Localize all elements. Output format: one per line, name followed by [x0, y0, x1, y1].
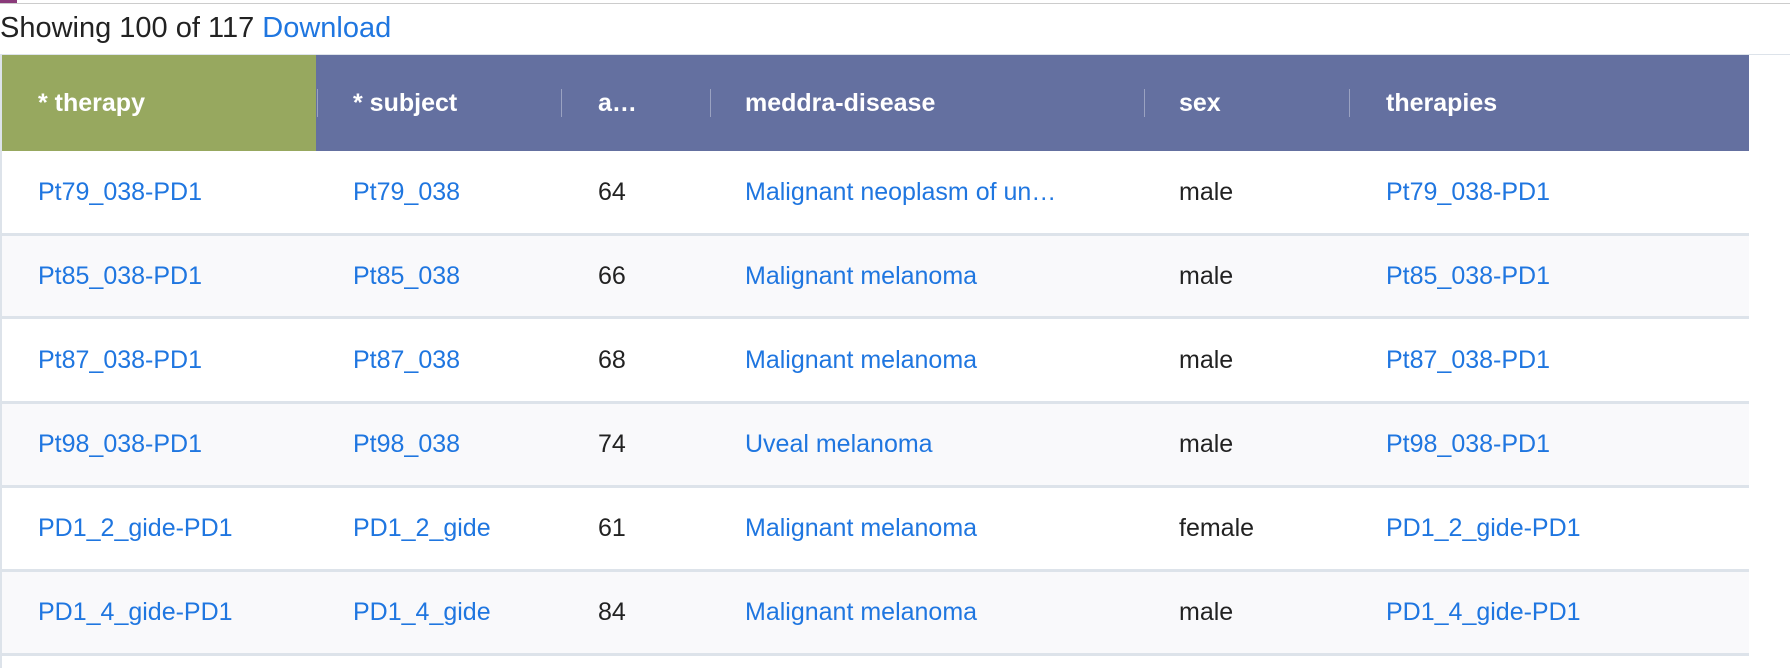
divider [0, 3, 1790, 4]
table-cell: Pt87_038 [353, 319, 460, 401]
table-cell: Pt85_038 [353, 236, 460, 316]
cell-link[interactable]: Uveal melanoma [745, 430, 933, 458]
column-separator [317, 89, 318, 117]
column-separator [1144, 89, 1145, 117]
column-separator [710, 89, 711, 117]
data-table: * therapy * subject a… meddra-disease sex the… [0, 54, 1790, 668]
cell-link[interactable]: Pt98_038-PD1 [1386, 430, 1551, 458]
table-cell: Pt98_038-PD1 [1386, 404, 1550, 485]
table-cell: male [1179, 572, 1233, 653]
cell-text: male [1179, 598, 1234, 626]
table-cell: Pt98_038-PD1 [38, 404, 202, 485]
cell-link[interactable]: Pt79_038-PD1 [1386, 177, 1551, 206]
table-cell: male [1179, 151, 1233, 233]
cell-text: 61 [598, 514, 626, 542]
tab-indicator [0, 0, 17, 4]
table-cell: Pt85_038-PD1 [38, 236, 202, 316]
table-cell: Pt87_038-PD1 [38, 319, 202, 401]
cell-link[interactable]: Pt79_038 [353, 177, 461, 206]
cell-link[interactable]: Pt85_038-PD1 [38, 261, 203, 290]
table-cell: male [1179, 319, 1233, 401]
cell-link[interactable]: Pt85_038 [353, 261, 461, 290]
table-cell: Malignant neoplasm of un… [745, 151, 1056, 233]
table-cell: Pt79_038-PD1 [38, 151, 202, 233]
table-row: PD1_4_gide-PD1 PD1_4_gide 84 Malignant mela… [2, 572, 1749, 656]
table-cell: PD1_4_gide-PD1 [38, 572, 233, 653]
column-header[interactable]: * therapy [38, 89, 145, 117]
cell-link[interactable]: Malignant melanoma [745, 345, 978, 374]
cell-text: 64 [598, 177, 626, 206]
column-header[interactable]: * subject [353, 89, 458, 117]
column-header[interactable]: therapies [1386, 89, 1498, 117]
table-cell: 64 [598, 151, 626, 233]
table-row: Pt79_038-PD1 Pt79_038 64 Malignant neoplasm… [2, 151, 1749, 236]
cell-link[interactable]: Malignant neoplasm of un… [745, 177, 1057, 206]
cell-text: 68 [598, 345, 626, 374]
cell-link[interactable]: PD1_2_gide-PD1 [38, 514, 233, 542]
table-cell: 68 [598, 319, 626, 401]
table-cell: Malignant melanoma [745, 319, 977, 401]
table-row: Pt98_038-PD1 Pt98_038 74 Uveal melanoma male… [2, 404, 1749, 488]
table-cell: PD1_2_gide-PD1 [1386, 488, 1581, 569]
cell-link[interactable]: Pt98_038 [353, 430, 461, 458]
cell-link[interactable]: PD1_2_gide-PD1 [1386, 514, 1581, 542]
table-cell: male [1179, 236, 1233, 316]
column-separator [1749, 89, 1750, 117]
cell-link[interactable]: Malignant melanoma [745, 261, 978, 290]
table-cell: PD1_4_gide-PD1 [1386, 572, 1581, 653]
table-cell: Malignant melanoma [745, 488, 977, 569]
column-separator [1349, 89, 1350, 117]
column-header[interactable]: a… [598, 89, 637, 117]
table-cell: PD1_4_gide [353, 572, 491, 653]
row-count: Showing 100 of 117 [0, 12, 255, 44]
table-cell: 84 [598, 572, 626, 653]
column-separator [561, 89, 562, 117]
cell-text: 84 [598, 598, 626, 626]
table-cell: Pt79_038 [353, 151, 460, 233]
table-cell: 74 [598, 404, 626, 485]
table-cell: Uveal melanoma [745, 404, 933, 485]
cell-text: male [1179, 430, 1234, 458]
table-row: Pt87_038-PD1 Pt87_038 68 Malignant melanoma… [2, 319, 1749, 404]
table-cell: 61 [598, 488, 626, 569]
cell-text: 74 [598, 430, 626, 458]
cell-link[interactable]: PD1_2_gide [353, 514, 491, 542]
column-header[interactable]: sex [1179, 89, 1221, 117]
cell-link[interactable]: Pt87_038-PD1 [1386, 345, 1551, 374]
table-cell: 66 [598, 236, 626, 316]
cell-link[interactable]: Pt87_038 [353, 345, 461, 374]
cell-link[interactable]: Malignant melanoma [745, 514, 978, 542]
table-cell: Pt79_038-PD1 [1386, 151, 1550, 233]
table-cell: Malignant melanoma [745, 572, 977, 653]
cell-link[interactable]: Pt98_038-PD1 [38, 430, 203, 458]
key-column-header [2, 55, 316, 151]
cell-link[interactable]: PD1_4_gide-PD1 [38, 598, 233, 626]
table-cell: PD1_2_gide [353, 488, 491, 569]
cell-text: male [1179, 261, 1234, 290]
column-header[interactable]: meddra-disease [745, 89, 936, 117]
cell-link[interactable]: Pt79_038-PD1 [38, 177, 203, 206]
cell-text: female [1179, 514, 1255, 542]
cell-link[interactable]: Pt87_038-PD1 [38, 345, 203, 374]
cell-text: 66 [598, 261, 626, 290]
table-cell: Pt87_038-PD1 [1386, 319, 1550, 401]
table-row: Pt85_038-PD1 Pt85_038 66 Malignant melanoma… [2, 236, 1749, 319]
cell-link[interactable]: Pt85_038-PD1 [1386, 261, 1551, 290]
table-cell: male [1179, 404, 1233, 485]
cell-link[interactable]: Malignant melanoma [745, 598, 978, 626]
cell-link[interactable]: PD1_4_gide-PD1 [1386, 598, 1581, 626]
cell-text: male [1179, 177, 1234, 206]
cell-text: male [1179, 345, 1234, 374]
table-cell: Pt85_038-PD1 [1386, 236, 1550, 316]
status-bar: Showing 100 of 117 Download [0, 12, 391, 45]
table-cell: female [1179, 488, 1254, 569]
download-link[interactable]: Download [262, 12, 392, 44]
table-cell: Pt98_038 [353, 404, 460, 485]
table-cell: Malignant melanoma [745, 236, 977, 316]
cell-link[interactable]: PD1_4_gide [353, 598, 491, 626]
table-header: * therapy * subject a… meddra-disease sex the… [2, 55, 1750, 151]
table-cell: PD1_2_gide-PD1 [38, 488, 233, 569]
table-row: PD1_2_gide-PD1 PD1_2_gide 61 Malignant mela… [2, 488, 1749, 572]
